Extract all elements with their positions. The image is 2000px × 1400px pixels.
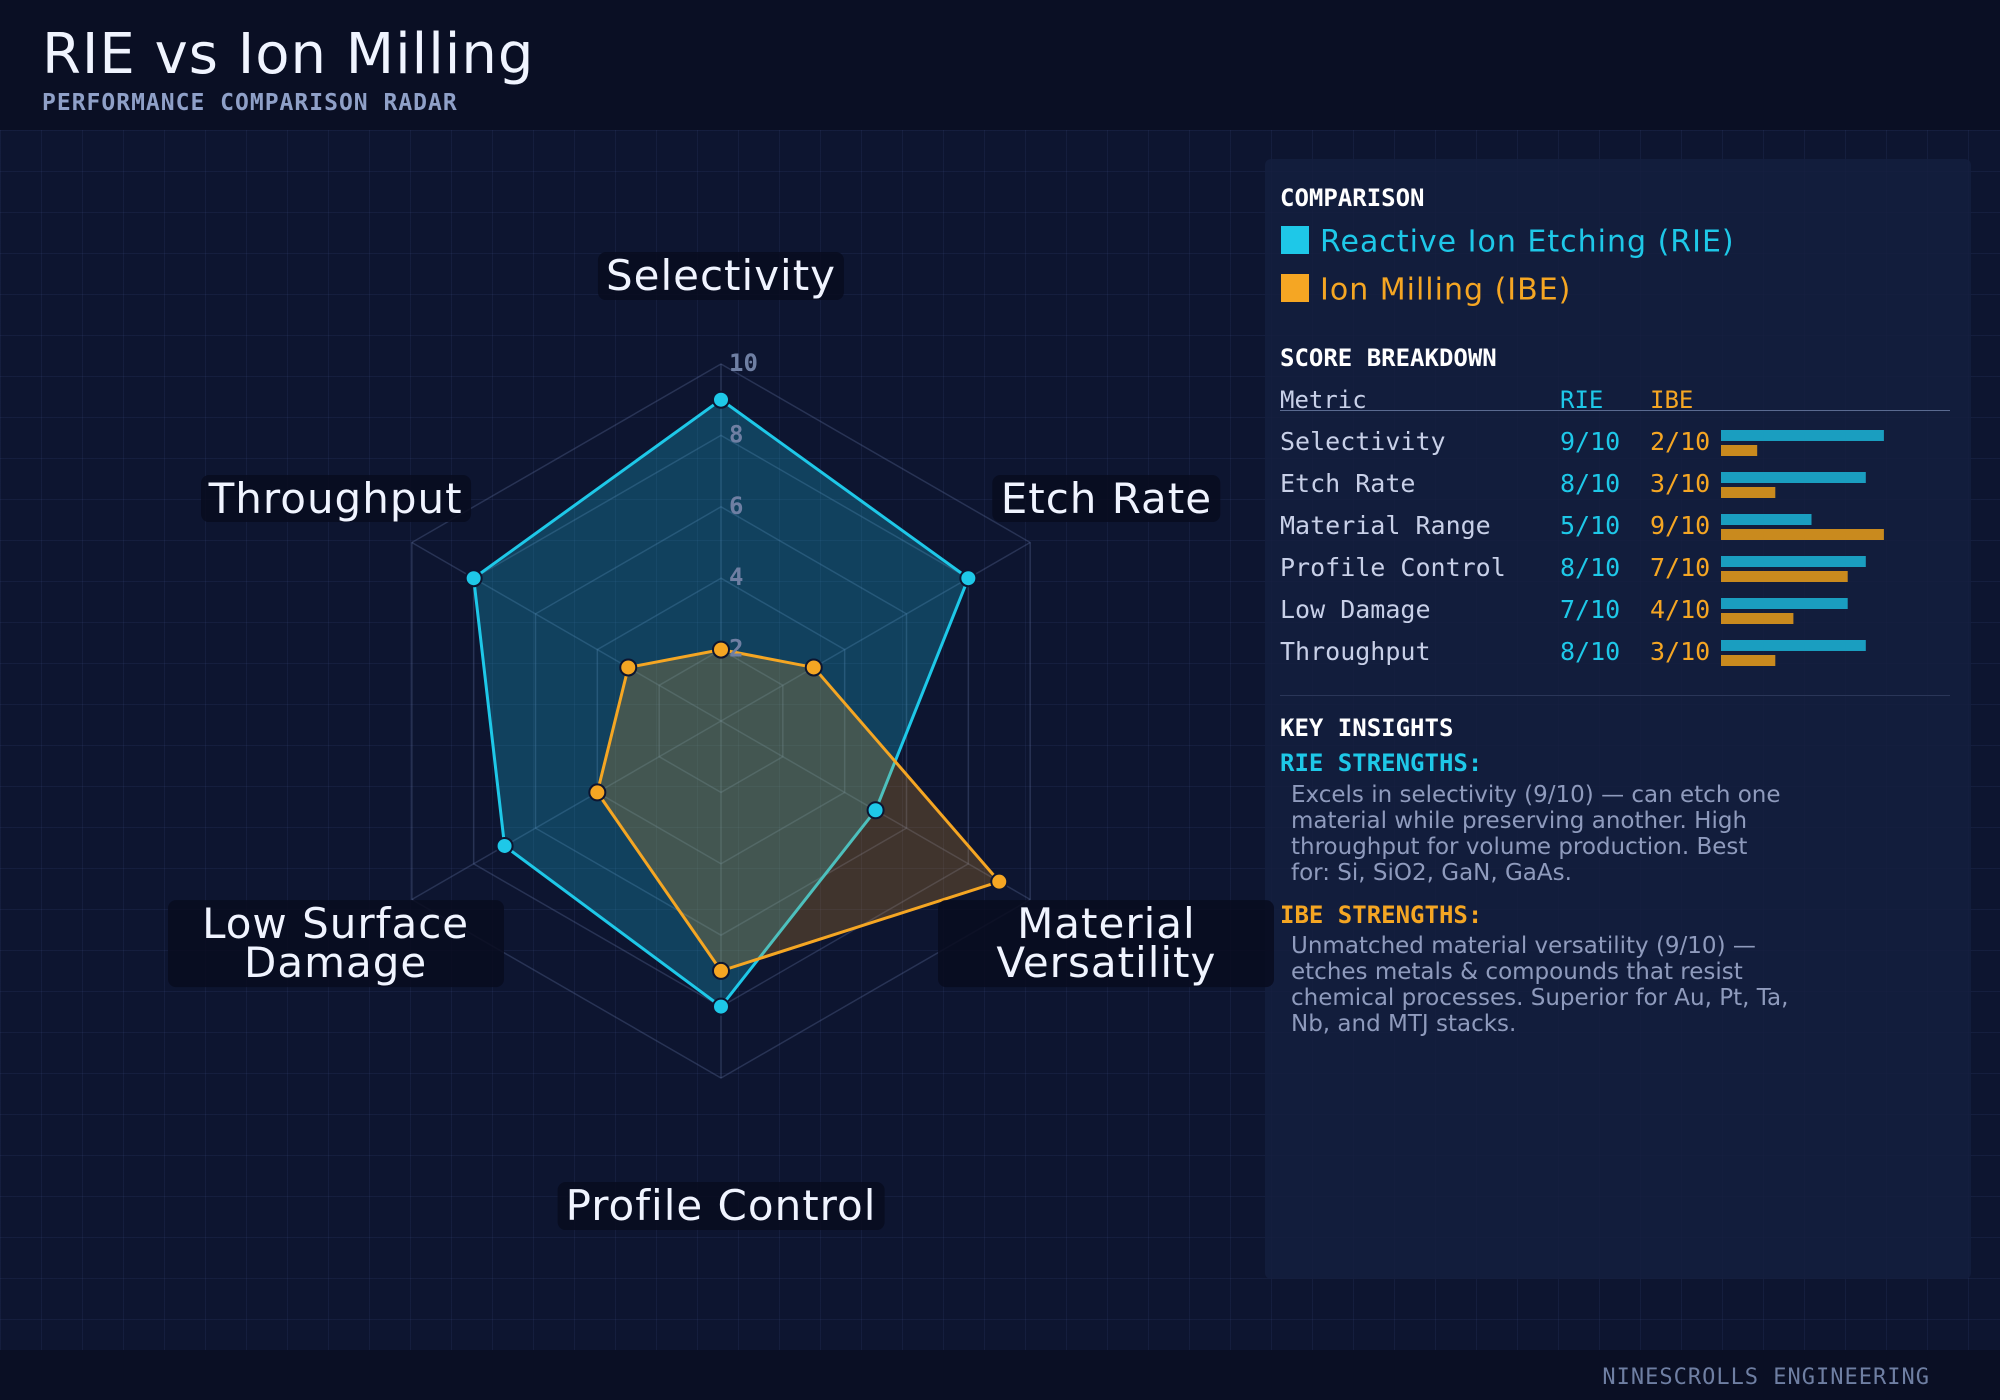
- insights-title: KEY INSIGHTS: [1280, 714, 1454, 742]
- r-tick-label: 8: [729, 420, 743, 448]
- score-bar: [1721, 571, 1848, 582]
- metric-label: Material Range: [1280, 511, 1491, 540]
- r-tick-label: 4: [729, 563, 743, 591]
- score-bar: [1721, 514, 1812, 525]
- score-bar: [1721, 529, 1884, 540]
- grid-ring: [411, 363, 1031, 1079]
- r-tick-label: 6: [729, 492, 743, 520]
- metric-label: Throughput: [1280, 637, 1431, 666]
- data-point: [990, 872, 1009, 891]
- score-label: 8/10: [1560, 469, 1620, 498]
- metric-label: Etch Rate: [1280, 469, 1415, 498]
- r-tick-label: 2: [729, 635, 743, 663]
- legend-label: Ion Milling (IBE): [1320, 273, 1571, 308]
- score-label: 3/10: [1650, 637, 1710, 666]
- data-point: [588, 783, 607, 802]
- score-label: 7/10: [1560, 595, 1620, 624]
- r-tick-label: 10: [729, 349, 758, 377]
- score-bar: [1721, 430, 1884, 441]
- page-subtitle: PERFORMANCE COMPARISON RADAR: [42, 90, 458, 116]
- score-label: 2/10: [1650, 427, 1710, 456]
- axis-label: Low Surface Damage: [167, 899, 504, 988]
- grid-ring: [658, 648, 784, 794]
- axis-label: Etch Rate: [992, 474, 1221, 523]
- spoke: [720, 541, 1031, 722]
- divider: [1280, 410, 1950, 411]
- page-title: RIE vs Ion Milling: [42, 22, 535, 87]
- metric-label: Profile Control: [1280, 553, 1506, 582]
- divider: [1280, 695, 1950, 696]
- column-header: Metric: [1280, 386, 1367, 414]
- score-label: 5/10: [1560, 511, 1620, 540]
- data-point: [619, 658, 638, 677]
- legend-swatch: [1281, 226, 1309, 254]
- data-point: [866, 801, 885, 820]
- data-point: [712, 997, 730, 1016]
- grid-ring: [596, 577, 846, 865]
- footer-text: NINESCROLLS ENGINEERING: [1602, 1365, 1930, 1390]
- data-point: [464, 569, 483, 588]
- score-label: 9/10: [1650, 511, 1710, 540]
- side-panel: [1265, 159, 1971, 1279]
- axis-label: Selectivity: [597, 252, 845, 300]
- legend-label: Reactive Ion Etching (RIE): [1320, 225, 1735, 260]
- column-header: RIE: [1560, 386, 1604, 414]
- header: [0, 0, 2000, 130]
- score-label: 8/10: [1560, 637, 1620, 666]
- data-point: [959, 569, 978, 588]
- column-header: IBE: [1650, 386, 1694, 414]
- axis-label: Material Versatility: [938, 899, 1275, 988]
- data-point: [712, 390, 730, 409]
- score-bar: [1721, 487, 1776, 498]
- footer-bar: [0, 1350, 2000, 1400]
- insight-heading: IBE STRENGTHS:: [1280, 901, 1483, 929]
- legend-swatch: [1281, 274, 1309, 302]
- data-point: [712, 961, 730, 980]
- score-bar: [1721, 655, 1776, 666]
- insight-text: Excels in selectivity (9/10) — can etch …: [1291, 782, 1781, 886]
- score-label: 7/10: [1650, 553, 1710, 582]
- score-bar: [1721, 640, 1866, 651]
- score-bar: [1721, 445, 1758, 456]
- metric-label: Low Damage: [1280, 595, 1431, 624]
- insight-heading: RIE STRENGTHS:: [1280, 749, 1483, 777]
- data-point: [804, 658, 823, 677]
- data-point: [712, 640, 730, 659]
- grid-ring: [534, 505, 908, 937]
- metric-label: Selectivity: [1280, 427, 1446, 456]
- legend-title: COMPARISON: [1280, 184, 1425, 212]
- score-label: 4/10: [1650, 595, 1710, 624]
- score-label: 3/10: [1650, 469, 1710, 498]
- score-label: 8/10: [1560, 553, 1620, 582]
- insight-text: Unmatched material versatility (9/10) — …: [1291, 933, 1789, 1037]
- score-label: 9/10: [1560, 427, 1620, 456]
- axis-label: Profile Control: [557, 1182, 885, 1230]
- score-bar: [1721, 472, 1866, 483]
- score-bar: [1721, 598, 1848, 609]
- data-point: [495, 836, 514, 855]
- score-bar: [1721, 556, 1866, 567]
- score-bar: [1721, 613, 1794, 624]
- spoke: [411, 720, 722, 901]
- breakdown-title: SCORE BREAKDOWN: [1280, 344, 1497, 372]
- axis-label: Throughput: [200, 474, 471, 523]
- spoke: [411, 541, 722, 722]
